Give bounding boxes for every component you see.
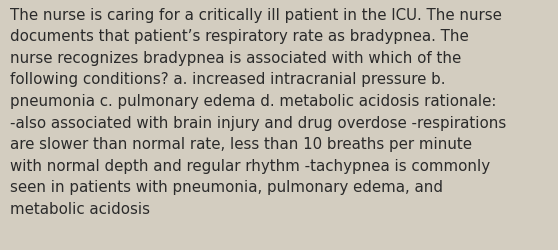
Text: The nurse is caring for a critically ill patient in the ICU. The nurse
documents: The nurse is caring for a critically ill… (10, 8, 506, 216)
